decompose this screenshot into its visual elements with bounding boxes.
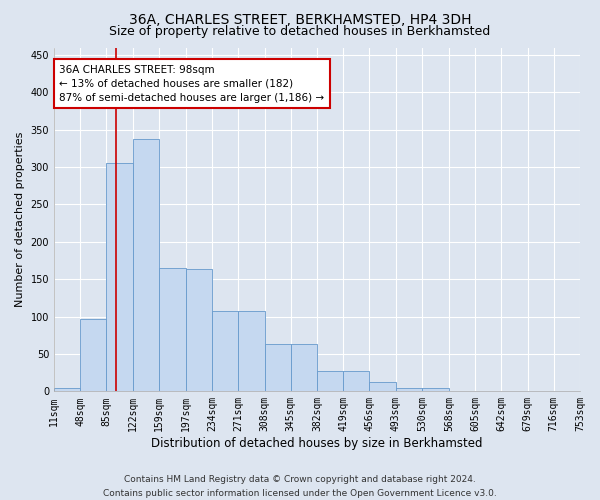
Bar bbox=[238, 312, 265, 392]
Bar bbox=[159, 268, 186, 392]
Bar bbox=[265, 344, 291, 392]
Bar bbox=[80, 319, 106, 392]
Bar bbox=[186, 270, 212, 392]
Bar bbox=[212, 312, 238, 392]
Bar bbox=[396, 388, 422, 392]
Bar bbox=[54, 388, 80, 392]
Bar bbox=[133, 138, 159, 392]
Text: Contains HM Land Registry data © Crown copyright and database right 2024.
Contai: Contains HM Land Registry data © Crown c… bbox=[103, 476, 497, 498]
Bar bbox=[106, 164, 133, 392]
Text: 36A, CHARLES STREET, BERKHAMSTED, HP4 3DH: 36A, CHARLES STREET, BERKHAMSTED, HP4 3D… bbox=[129, 12, 471, 26]
X-axis label: Distribution of detached houses by size in Berkhamsted: Distribution of detached houses by size … bbox=[151, 437, 483, 450]
Y-axis label: Number of detached properties: Number of detached properties bbox=[15, 132, 25, 307]
Bar bbox=[422, 388, 449, 392]
Bar bbox=[291, 344, 317, 392]
Bar bbox=[475, 390, 502, 392]
Bar bbox=[317, 371, 343, 392]
Text: 36A CHARLES STREET: 98sqm
← 13% of detached houses are smaller (182)
87% of semi: 36A CHARLES STREET: 98sqm ← 13% of detac… bbox=[59, 64, 325, 102]
Text: Size of property relative to detached houses in Berkhamsted: Size of property relative to detached ho… bbox=[109, 25, 491, 38]
Bar bbox=[554, 390, 580, 392]
Bar bbox=[370, 382, 396, 392]
Bar bbox=[343, 371, 370, 392]
